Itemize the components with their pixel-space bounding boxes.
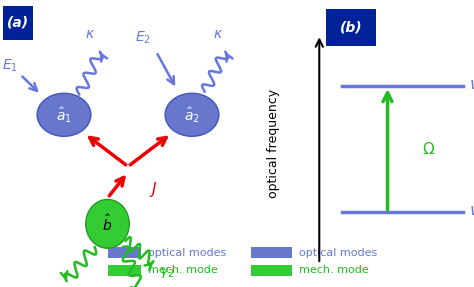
Text: mech. mode: mech. mode bbox=[299, 265, 369, 275]
Text: $\hat{a}_2$: $\hat{a}_2$ bbox=[184, 105, 200, 125]
Text: (b): (b) bbox=[340, 20, 363, 34]
Text: $\kappa$: $\kappa$ bbox=[212, 28, 223, 41]
Ellipse shape bbox=[165, 93, 219, 136]
Bar bbox=[251, 247, 292, 258]
Text: optical modes: optical modes bbox=[148, 248, 227, 258]
Text: $E_1$: $E_1$ bbox=[2, 58, 18, 74]
Text: optical frequency: optical frequency bbox=[267, 89, 280, 198]
Text: $E_2$: $E_2$ bbox=[136, 29, 151, 46]
Bar bbox=[251, 265, 292, 276]
Text: optical modes: optical modes bbox=[299, 248, 377, 258]
FancyBboxPatch shape bbox=[326, 9, 376, 46]
Bar bbox=[108, 265, 141, 276]
Text: $J$: $J$ bbox=[149, 180, 158, 199]
Text: $\nu_1$: $\nu_1$ bbox=[469, 205, 474, 220]
Bar bbox=[108, 247, 141, 258]
Text: $\kappa$: $\kappa$ bbox=[84, 28, 95, 41]
Text: mech. mode: mech. mode bbox=[148, 265, 218, 275]
Ellipse shape bbox=[37, 93, 91, 136]
Text: $\nu_2$: $\nu_2$ bbox=[469, 78, 474, 94]
Text: $\gamma_2$: $\gamma_2$ bbox=[159, 265, 174, 280]
Text: $\hat{a}_1$: $\hat{a}_1$ bbox=[56, 105, 72, 125]
Text: (a): (a) bbox=[7, 16, 29, 30]
Circle shape bbox=[86, 199, 129, 248]
Text: $\hat{b}$: $\hat{b}$ bbox=[102, 214, 112, 234]
Text: $\Omega$: $\Omega$ bbox=[422, 141, 435, 157]
FancyBboxPatch shape bbox=[2, 6, 33, 40]
